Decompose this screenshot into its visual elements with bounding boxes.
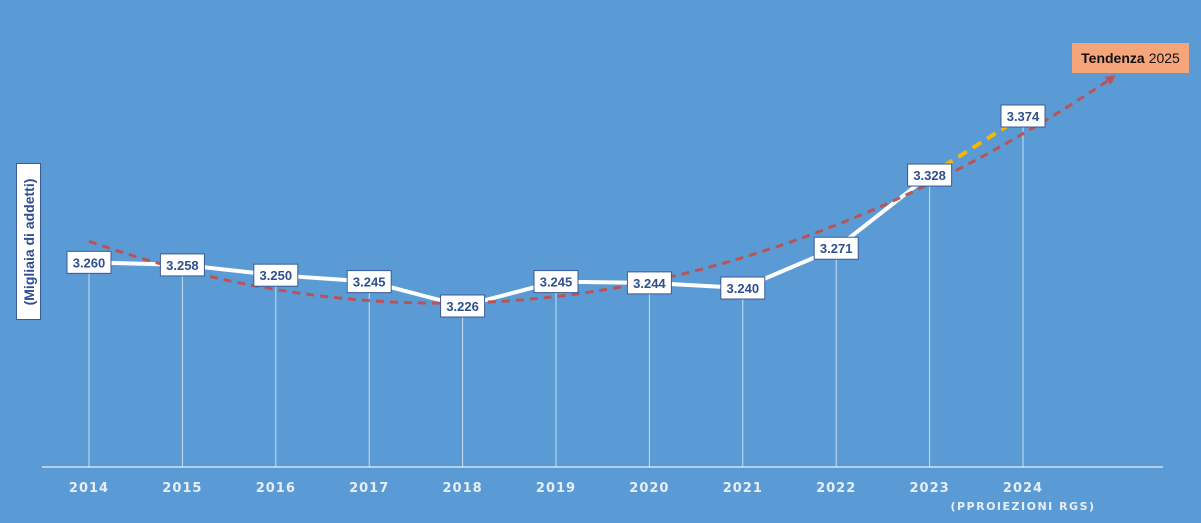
data-label-box xyxy=(1000,104,1046,128)
data-label: 3.226 xyxy=(446,299,479,314)
data-label: 3.271 xyxy=(820,241,853,256)
data-label-box xyxy=(253,263,299,287)
data-label: 3.250 xyxy=(260,268,293,283)
data-labels: 3.260 3.258 3.250 3.245 3.226 3.245 3.244 3.240… xyxy=(66,104,1046,318)
data-label-box xyxy=(626,271,672,295)
x-tick-label: 2016 xyxy=(256,481,296,496)
data-label-box xyxy=(66,250,112,274)
x-tick-label: 2020 xyxy=(629,481,669,496)
x-tick-labels: 2014 2015 2016 2017 2018 2019 2020 2021 2022 2023… xyxy=(69,481,1095,513)
data-label: 3.258 xyxy=(166,258,199,273)
x-tick-label: 2024 xyxy=(1003,481,1043,496)
x-tick-label: 2022 xyxy=(816,481,856,496)
trend-label: Tendenza xyxy=(1081,50,1145,66)
drop-lines xyxy=(88,116,1024,467)
data-label: 3.245 xyxy=(540,275,573,290)
data-label: 3.328 xyxy=(913,168,946,183)
x-tick-label: 2019 xyxy=(536,481,576,496)
data-label: 3.240 xyxy=(727,281,760,296)
x-tick-label: 2015 xyxy=(162,481,202,496)
x-tick-label: 2018 xyxy=(443,481,483,496)
data-label: 3.245 xyxy=(353,275,386,290)
data-label: 3.374 xyxy=(1007,109,1040,124)
data-label-box xyxy=(813,236,859,260)
data-label-box xyxy=(159,253,205,277)
x-tick-label: 2017 xyxy=(349,481,389,496)
x-tick-sublabel: (PPROIEZIONI RGS) xyxy=(950,500,1095,513)
x-tick-label: 2014 xyxy=(69,481,109,496)
series-line xyxy=(88,173,931,308)
data-label-box xyxy=(907,163,953,187)
trend-line xyxy=(88,75,1116,305)
x-tick-label: 2021 xyxy=(723,481,763,496)
data-label-box xyxy=(533,270,579,294)
y-axis-label: (Migliaia di addetti) xyxy=(20,178,37,305)
data-label-box xyxy=(720,276,766,300)
trend-year: 2025 xyxy=(1148,50,1180,66)
data-label-box xyxy=(440,294,486,318)
data-label-box xyxy=(346,270,392,294)
x-tick-label: 2023 xyxy=(910,481,950,496)
data-label: 3.260 xyxy=(73,255,106,270)
data-label: 3.244 xyxy=(633,276,666,291)
trend-badge: Tendenza 2025 xyxy=(1072,43,1189,73)
y-axis-label-box: (Migliaia di addetti) xyxy=(16,163,41,320)
trend-group xyxy=(88,75,1116,305)
